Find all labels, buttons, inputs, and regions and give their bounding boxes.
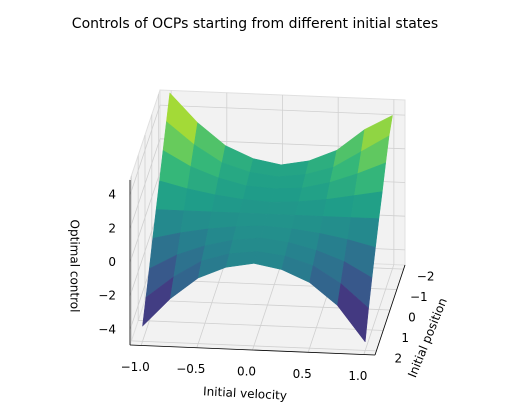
y-tick-label: −2 <box>417 270 435 284</box>
y-tick-label: 1 <box>401 331 409 345</box>
z-tick-label: 2 <box>108 221 116 235</box>
y-tick-label: 2 <box>395 351 403 365</box>
surface-patch <box>337 283 369 343</box>
z-tick-label: −2 <box>98 289 116 303</box>
grid-line <box>129 138 161 229</box>
axis-line <box>129 344 376 356</box>
surface-patch <box>235 212 268 227</box>
grid-line <box>159 104 406 116</box>
surface-patch <box>267 201 300 216</box>
z-tick-label: 0 <box>108 255 116 269</box>
surface-patch <box>294 199 327 217</box>
grid-line <box>129 172 161 263</box>
chart-title: Controls of OCPs starting from different… <box>72 16 438 32</box>
axis-line <box>374 264 406 356</box>
z-axis-label: Optimal control <box>68 220 82 313</box>
x-axis-label: Initial velocity <box>203 384 288 402</box>
surface-patch <box>208 211 241 230</box>
grid-line <box>138 320 384 331</box>
surface-patch <box>350 191 383 219</box>
surface-patch <box>273 174 306 189</box>
surface-patch <box>229 237 262 254</box>
surface-patch <box>270 187 303 203</box>
x-tick-label: −0.5 <box>176 362 205 376</box>
x-tick-label: 0.5 <box>293 367 312 381</box>
y-tick-label: −1 <box>410 290 428 304</box>
x-tick-label: 0.0 <box>237 365 256 379</box>
grid-line <box>129 105 161 196</box>
x-tick-label: −1.0 <box>121 360 150 374</box>
y-tick-label: 0 <box>408 311 416 325</box>
y-axis-label: Initial position <box>405 296 450 380</box>
grid-line <box>131 340 377 352</box>
surface-patch <box>239 199 272 215</box>
z-tick-label: 4 <box>108 188 116 202</box>
x-tick-label: 1.0 <box>348 369 367 383</box>
z-tick-label: −4 <box>98 322 116 336</box>
